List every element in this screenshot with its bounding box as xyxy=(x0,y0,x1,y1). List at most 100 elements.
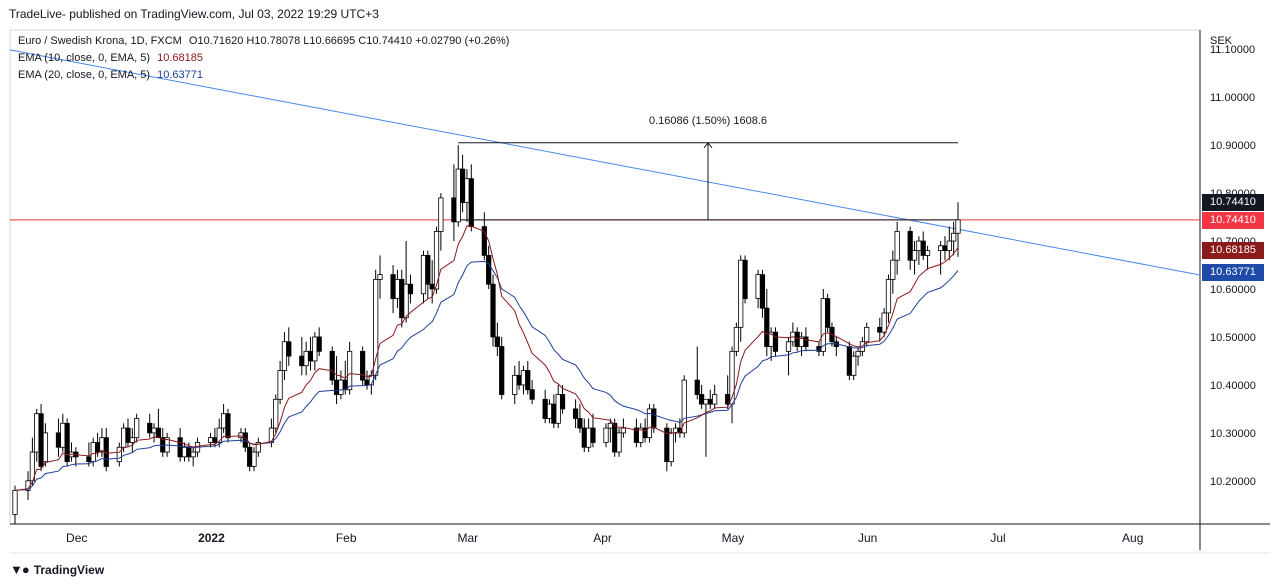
candle-body xyxy=(207,437,214,443)
candle-body xyxy=(55,432,62,448)
candle-body xyxy=(125,427,131,443)
candle-body xyxy=(764,307,770,347)
candle-body xyxy=(38,413,44,467)
tradingview-logo[interactable]: ▼● TradingView xyxy=(10,562,104,577)
ema20-line xyxy=(14,260,959,491)
candle-body xyxy=(116,446,122,463)
candle-body xyxy=(394,278,401,299)
candle-body xyxy=(212,437,218,443)
candle-body xyxy=(942,245,948,252)
candle-body xyxy=(924,250,931,256)
candle-body xyxy=(785,341,792,352)
candle-body xyxy=(225,413,231,439)
candle-body xyxy=(425,255,431,285)
publisher-note: TradeLive- published on TradingView.com,… xyxy=(9,7,379,21)
candle-body xyxy=(360,350,366,381)
candle-body xyxy=(255,442,261,453)
candle-body xyxy=(820,298,826,352)
ema10-tag: 10.68185 xyxy=(1202,242,1264,259)
y-tick-label: 10.30000 xyxy=(1210,428,1256,440)
candle-body xyxy=(403,283,409,319)
candle-body xyxy=(825,298,831,328)
candle-body xyxy=(268,427,274,443)
candle-body xyxy=(864,326,870,343)
candle-body xyxy=(307,350,314,362)
candle-body xyxy=(220,413,227,429)
candle-body xyxy=(738,259,744,328)
candle-body xyxy=(364,379,370,386)
ema20-label: EMA (20, close, 0, EMA, 5) xyxy=(18,69,151,81)
candle-body xyxy=(916,240,922,252)
candle-body xyxy=(407,283,414,295)
ema20-tag: 10.63771 xyxy=(1202,264,1264,281)
candle-body xyxy=(555,394,561,424)
candle-body xyxy=(603,427,609,443)
candle-body xyxy=(216,427,222,443)
candle-body xyxy=(399,278,405,319)
candle-body xyxy=(707,398,713,405)
candle-body xyxy=(155,427,162,439)
candle-body xyxy=(772,331,779,352)
x-tick-label: May xyxy=(722,531,745,545)
candle-body xyxy=(420,255,427,295)
candle-body xyxy=(299,355,305,367)
candle-body xyxy=(803,336,809,347)
x-tick-label: 2022 xyxy=(198,531,225,545)
x-tick-label: Feb xyxy=(336,531,357,545)
currency-label: SEK xyxy=(1210,35,1233,47)
candle-body xyxy=(694,379,700,395)
measure-arrow-head xyxy=(703,141,713,149)
candle-body xyxy=(938,245,944,252)
tradingview-logo-icon: ▼● xyxy=(10,562,30,577)
x-tick-label: Apr xyxy=(593,531,612,545)
candle-body xyxy=(877,326,883,333)
candle-body xyxy=(525,370,531,391)
ema10-line xyxy=(14,225,959,491)
ema10-label: EMA (10, close, 0, EMA, 5) xyxy=(18,52,151,64)
candle-body xyxy=(559,394,566,410)
candle-body xyxy=(607,422,613,429)
y-tick-label: 10.40000 xyxy=(1210,380,1256,392)
candle-body xyxy=(520,370,527,386)
candle-body xyxy=(794,331,800,347)
candle-body xyxy=(703,398,709,405)
candle-body xyxy=(347,350,353,391)
candle-body xyxy=(433,231,440,290)
candle-body xyxy=(481,226,487,256)
candle-body xyxy=(612,422,618,453)
trendline xyxy=(9,49,1201,276)
candle-body xyxy=(546,403,553,419)
candle-body xyxy=(151,427,157,434)
y-tick-label: 11.00000 xyxy=(1210,92,1255,104)
y-tick-label: 10.60000 xyxy=(1210,284,1256,296)
candle-body xyxy=(373,278,379,376)
candle-body xyxy=(759,274,766,309)
candle-body xyxy=(742,259,748,299)
candle-body xyxy=(94,442,101,453)
x-tick-label: Aug xyxy=(1122,531,1143,545)
candle-body xyxy=(855,350,861,357)
measure-label: 0.16086 (1.50%) 1608.6 xyxy=(649,115,767,127)
candle-body xyxy=(951,232,957,242)
candle-body xyxy=(755,274,761,299)
y-tick-label: 10.90000 xyxy=(1210,140,1256,152)
candle-body xyxy=(620,427,626,434)
brand-label: TradingView xyxy=(33,562,105,577)
candle-body xyxy=(316,336,322,352)
candle-body xyxy=(277,370,283,400)
legend-ema10: EMA (10, close, 0, EMA, 5) 10.68185 xyxy=(18,52,203,64)
candle-body xyxy=(581,427,587,448)
candle-body xyxy=(885,278,892,314)
candle-body xyxy=(681,379,687,434)
candle-body xyxy=(907,231,913,261)
candle-body xyxy=(303,350,309,367)
candle-body xyxy=(86,456,92,463)
y-tick-label: 10.50000 xyxy=(1210,332,1256,344)
line-layer xyxy=(9,49,1201,276)
candle-body xyxy=(890,259,896,280)
candle-body xyxy=(273,398,279,429)
candle-body xyxy=(468,178,474,228)
candle-body xyxy=(486,255,492,285)
x-tick-label: Dec xyxy=(66,531,87,545)
